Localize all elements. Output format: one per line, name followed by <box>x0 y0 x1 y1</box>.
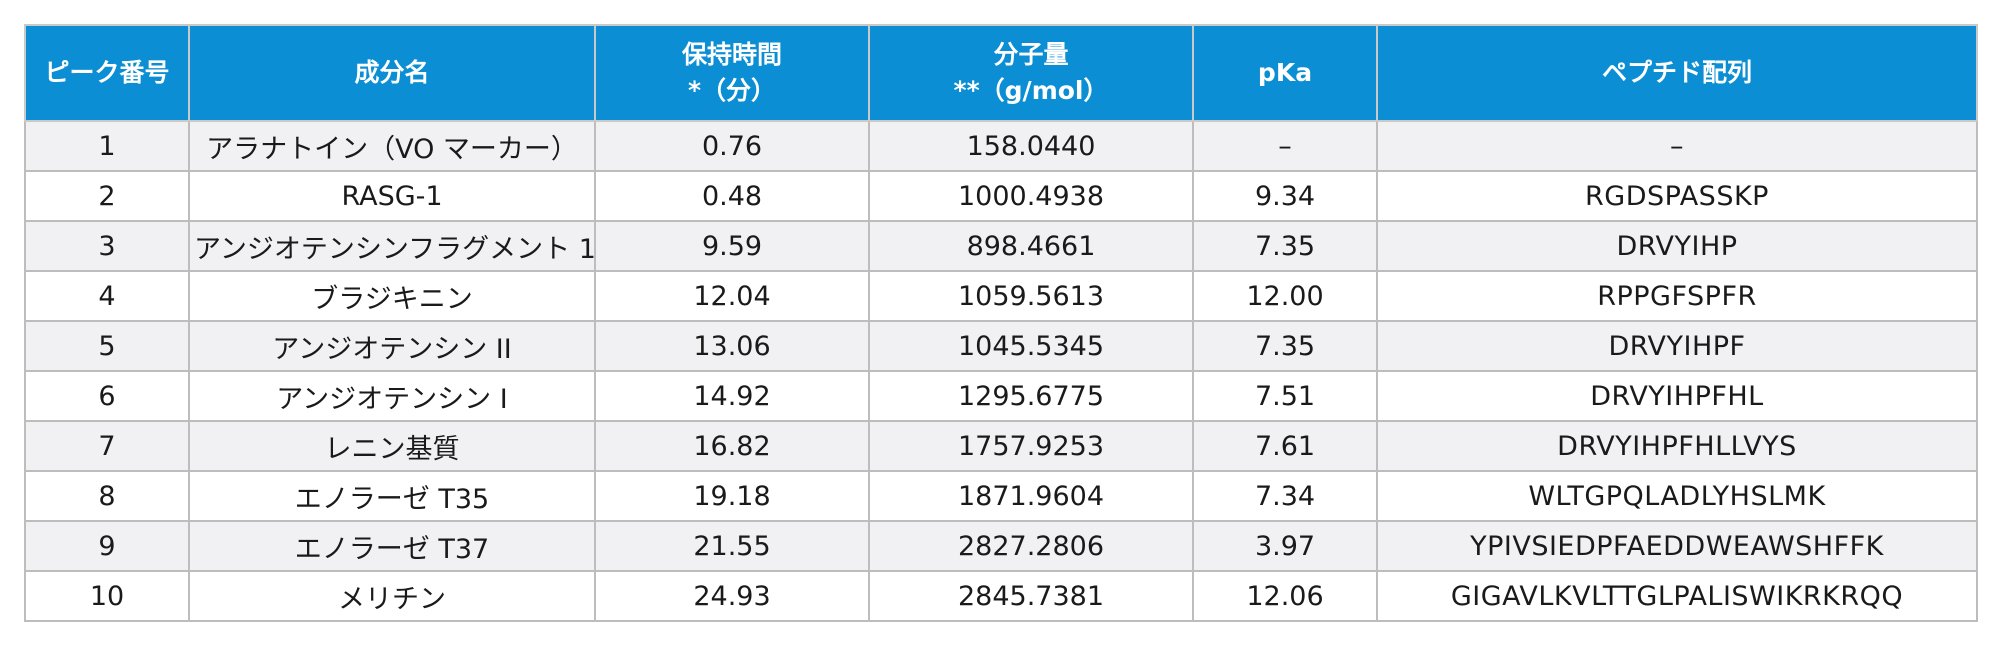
header-component-name-label: 成分名 <box>196 55 588 91</box>
cell-retention-time: 21.55 <box>595 521 869 571</box>
cell-peptide-sequence: DRVYIHPFHL <box>1377 371 1977 421</box>
cell-molecular-weight: 1000.4938 <box>869 171 1193 221</box>
peptide-table: ピーク番号 成分名 保持時間 *（分） 分子量 **（g/mol） pKa ペプ <box>24 24 1978 622</box>
cell-component-name: ブラジキニン <box>189 271 595 321</box>
cell-peak-number: 6 <box>25 371 189 421</box>
cell-peak-number: 2 <box>25 171 189 221</box>
cell-peptide-sequence: DRVYIHPFHLLVYS <box>1377 421 1977 471</box>
cell-peak-number: 3 <box>25 221 189 271</box>
cell-pka: 7.61 <box>1193 421 1377 471</box>
cell-component-name: エノラーゼ T37 <box>189 521 595 571</box>
cell-pka: 12.06 <box>1193 571 1377 621</box>
header-pka: pKa <box>1193 25 1377 121</box>
table-row: 2 RASG-1 0.48 1000.4938 9.34 RGDSPASSKP <box>25 171 1977 221</box>
cell-peptide-sequence: RGDSPASSKP <box>1377 171 1977 221</box>
cell-molecular-weight: 2827.2806 <box>869 521 1193 571</box>
cell-pka: 3.97 <box>1193 521 1377 571</box>
cell-peak-number: 8 <box>25 471 189 521</box>
header-molecular-weight-label: 分子量 <box>876 37 1186 73</box>
cell-pka: 9.34 <box>1193 171 1377 221</box>
cell-molecular-weight: 1059.5613 <box>869 271 1193 321</box>
header-peptide-sequence: ペプチド配列 <box>1377 25 1977 121</box>
table-row: 1 アラナトイン（VO マーカー） 0.76 158.0440 – – <box>25 121 1977 171</box>
cell-pka: 7.35 <box>1193 321 1377 371</box>
table-body: 1 アラナトイン（VO マーカー） 0.76 158.0440 – – 2 RA… <box>25 121 1977 621</box>
cell-peak-number: 7 <box>25 421 189 471</box>
cell-molecular-weight: 1295.6775 <box>869 371 1193 421</box>
cell-component-name: エノラーゼ T35 <box>189 471 595 521</box>
header-component-name: 成分名 <box>189 25 595 121</box>
cell-retention-time: 19.18 <box>595 471 869 521</box>
cell-peptide-sequence: WLTGPQLADLYHSLMK <box>1377 471 1977 521</box>
cell-pka: 12.00 <box>1193 271 1377 321</box>
cell-peptide-sequence: RPPGFSPFR <box>1377 271 1977 321</box>
cell-peak-number: 5 <box>25 321 189 371</box>
header-peak-number-label: ピーク番号 <box>32 55 182 91</box>
header-pka-label: pKa <box>1200 55 1370 91</box>
cell-pka: 7.34 <box>1193 471 1377 521</box>
cell-component-name: アラナトイン（VO マーカー） <box>189 121 595 171</box>
cell-molecular-weight: 1045.5345 <box>869 321 1193 371</box>
cell-retention-time: 24.93 <box>595 571 869 621</box>
cell-molecular-weight: 1757.9253 <box>869 421 1193 471</box>
cell-molecular-weight: 158.0440 <box>869 121 1193 171</box>
header-molecular-weight: 分子量 **（g/mol） <box>869 25 1193 121</box>
table-row: 3 アンジオテンシンフラグメント 1～7 9.59 898.4661 7.35 … <box>25 221 1977 271</box>
header-row: ピーク番号 成分名 保持時間 *（分） 分子量 **（g/mol） pKa ペプ <box>25 25 1977 121</box>
cell-molecular-weight: 898.4661 <box>869 221 1193 271</box>
cell-component-name: アンジオテンシンフラグメント 1～7 <box>189 221 595 271</box>
cell-component-name: アンジオテンシン I <box>189 371 595 421</box>
header-retention-time: 保持時間 *（分） <box>595 25 869 121</box>
cell-component-name: アンジオテンシン II <box>189 321 595 371</box>
table-row: 5 アンジオテンシン II 13.06 1045.5345 7.35 DRVYI… <box>25 321 1977 371</box>
cell-retention-time: 9.59 <box>595 221 869 271</box>
cell-peak-number: 9 <box>25 521 189 571</box>
cell-component-name: RASG-1 <box>189 171 595 221</box>
cell-peptide-sequence: DRVYIHPF <box>1377 321 1977 371</box>
table-row: 7 レニン基質 16.82 1757.9253 7.61 DRVYIHPFHLL… <box>25 421 1977 471</box>
header-peptide-sequence-label: ペプチド配列 <box>1384 55 1970 91</box>
table-header: ピーク番号 成分名 保持時間 *（分） 分子量 **（g/mol） pKa ペプ <box>25 25 1977 121</box>
table-row: 10 メリチン 24.93 2845.7381 12.06 GIGAVLKVLT… <box>25 571 1977 621</box>
table-row: 6 アンジオテンシン I 14.92 1295.6775 7.51 DRVYIH… <box>25 371 1977 421</box>
cell-peak-number: 10 <box>25 571 189 621</box>
table-row: 4 ブラジキニン 12.04 1059.5613 12.00 RPPGFSPFR <box>25 271 1977 321</box>
peptide-table-container: ピーク番号 成分名 保持時間 *（分） 分子量 **（g/mol） pKa ペプ <box>24 24 1976 622</box>
table-row: 8 エノラーゼ T35 19.18 1871.9604 7.34 WLTGPQL… <box>25 471 1977 521</box>
cell-peak-number: 4 <box>25 271 189 321</box>
cell-peptide-sequence: DRVYIHP <box>1377 221 1977 271</box>
header-retention-time-label: 保持時間 <box>602 37 862 73</box>
header-retention-time-unit: *（分） <box>602 73 862 109</box>
cell-peptide-sequence: YPIVSIEDPFAEDDWEAWSHFFK <box>1377 521 1977 571</box>
cell-pka: 7.35 <box>1193 221 1377 271</box>
cell-component-name: レニン基質 <box>189 421 595 471</box>
cell-retention-time: 16.82 <box>595 421 869 471</box>
cell-retention-time: 0.48 <box>595 171 869 221</box>
cell-molecular-weight: 2845.7381 <box>869 571 1193 621</box>
table-row: 9 エノラーゼ T37 21.55 2827.2806 3.97 YPIVSIE… <box>25 521 1977 571</box>
cell-peptide-sequence: GIGAVLKVLTTGLPALISWIKRKRQQ <box>1377 571 1977 621</box>
cell-peptide-sequence: – <box>1377 121 1977 171</box>
cell-pka: – <box>1193 121 1377 171</box>
header-peak-number: ピーク番号 <box>25 25 189 121</box>
cell-molecular-weight: 1871.9604 <box>869 471 1193 521</box>
cell-retention-time: 12.04 <box>595 271 869 321</box>
header-molecular-weight-unit: **（g/mol） <box>876 73 1186 109</box>
cell-pka: 7.51 <box>1193 371 1377 421</box>
cell-retention-time: 14.92 <box>595 371 869 421</box>
cell-component-name: メリチン <box>189 571 595 621</box>
cell-retention-time: 0.76 <box>595 121 869 171</box>
cell-peak-number: 1 <box>25 121 189 171</box>
cell-retention-time: 13.06 <box>595 321 869 371</box>
